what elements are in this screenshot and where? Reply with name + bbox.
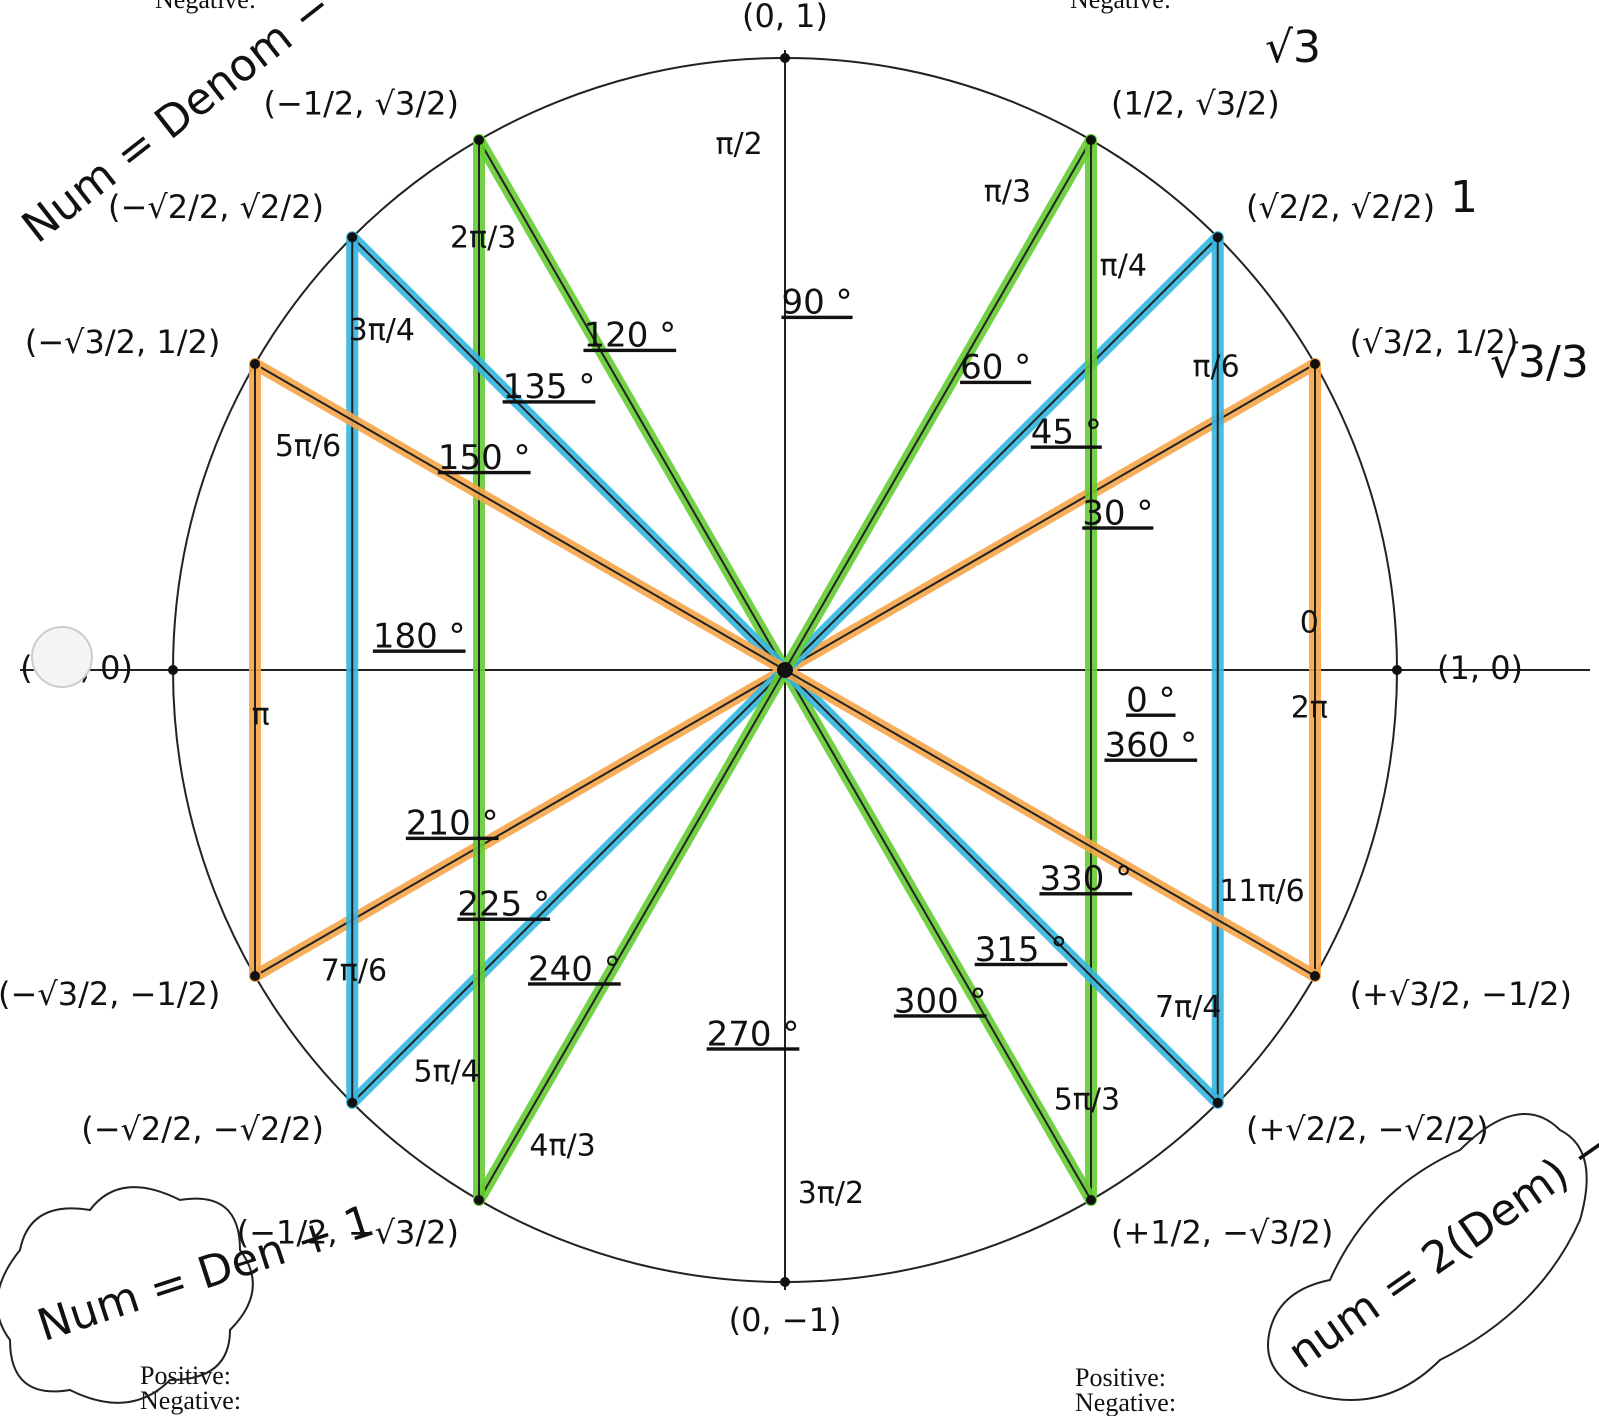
degree: 225 ° [457, 885, 550, 925]
radian: 0 [1300, 606, 1319, 641]
degree: 270 ° [707, 1014, 800, 1054]
point [347, 232, 357, 242]
coordinate: (0, −1) [729, 1301, 842, 1339]
radian: 2π [1291, 691, 1328, 726]
radian: π [252, 697, 270, 732]
coordinate: (−1/2, √3/2) [263, 84, 459, 122]
note: Num = Den + 1 [31, 1195, 380, 1352]
point [780, 1277, 790, 1287]
quadrant-label: Negative: [1070, 0, 1171, 14]
origin [777, 662, 793, 678]
point [1213, 232, 1223, 242]
radian: π/4 [1100, 248, 1147, 283]
point [780, 53, 790, 63]
degree: 300 ° [894, 981, 987, 1021]
degree: 60 ° [960, 348, 1031, 388]
point [250, 971, 260, 981]
degree: 135 ° [503, 367, 596, 407]
radian: 3π/4 [349, 313, 415, 348]
degree: 0 ° [1126, 681, 1175, 721]
unit-circle-diagram: (1, 0)0 °0360 °2π(√3/2, 1/2)30 °π/6(√2/2… [0, 0, 1599, 1416]
degree: 45 ° [1031, 412, 1102, 452]
page: (1, 0)0 °0360 °2π(√3/2, 1/2)30 °π/6(√2/2… [0, 0, 1599, 1416]
coordinate: (+1/2, −√3/2) [1111, 1214, 1333, 1252]
quadrant-label: Negative: [155, 0, 256, 14]
radian: π/3 [984, 174, 1031, 209]
coordinate: (−√2/2, √2/2) [108, 188, 324, 226]
degree: 360 ° [1104, 726, 1197, 766]
degree: 30 ° [1082, 493, 1153, 533]
radian: 3π/2 [798, 1176, 864, 1211]
point [1213, 1098, 1223, 1108]
degree: 180 ° [373, 616, 466, 656]
degree: 120 ° [583, 316, 676, 356]
point [474, 1195, 484, 1205]
radian: 5π/3 [1054, 1083, 1120, 1118]
coordinate: (1, 0) [1437, 649, 1523, 687]
degree: 210 ° [406, 804, 499, 844]
point [1086, 135, 1096, 145]
note: 1 [1450, 172, 1478, 223]
quadrant-label: Negative: [1075, 1388, 1176, 1416]
note: √3 [1265, 22, 1321, 73]
radian: π/2 [715, 127, 762, 162]
quadrant-label: Negative: [140, 1386, 241, 1415]
radian: 7π/6 [321, 953, 387, 988]
point [347, 1098, 357, 1108]
point [1310, 359, 1320, 369]
note: √3/3 [1490, 337, 1589, 388]
radian: 7π/4 [1155, 990, 1221, 1025]
coordinate: (+√2/2, −√2/2) [1246, 1110, 1489, 1148]
point [1310, 971, 1320, 981]
degree: 330 ° [1039, 859, 1132, 899]
degree: 150 ° [438, 438, 531, 478]
coordinate: (√2/2, √2/2) [1246, 188, 1435, 226]
coordinate: (0, 1) [742, 0, 828, 35]
radian: 4π/3 [529, 1129, 595, 1164]
point [474, 135, 484, 145]
radian: 2π/3 [450, 220, 516, 255]
degree: 315 ° [975, 930, 1068, 970]
radian: 5π/6 [275, 429, 341, 464]
radian: 5π/4 [414, 1055, 480, 1090]
degree: 90 ° [781, 283, 852, 323]
radian: 11π/6 [1219, 874, 1304, 909]
point [168, 665, 178, 675]
degree: 240 ° [528, 949, 621, 989]
coordinate: (−√2/2, −√2/2) [81, 1110, 324, 1148]
coordinate: (−√3/2, −1/2) [0, 975, 220, 1013]
point [1392, 665, 1402, 675]
coordinate: (−√3/2, 1/2) [25, 323, 221, 361]
coordinate: (1/2, √3/2) [1111, 84, 1280, 122]
radian: π/6 [1193, 350, 1240, 385]
point [250, 359, 260, 369]
point [1086, 1195, 1096, 1205]
hole-punch [32, 627, 92, 687]
coordinate: (+√3/2, −1/2) [1350, 975, 1572, 1013]
